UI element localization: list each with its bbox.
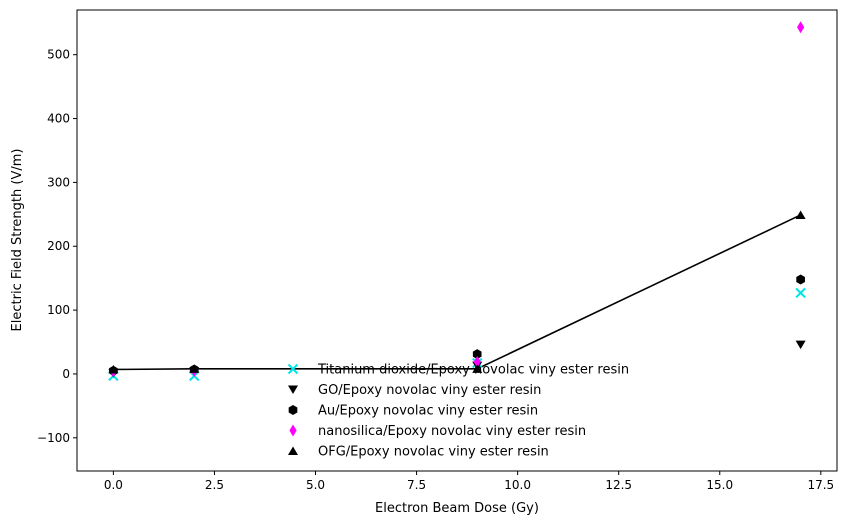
legend-marker [288, 446, 298, 455]
x-tick-label: 10.0 [504, 478, 531, 492]
x-axis-label: Electron Beam Dose (Gy) [375, 501, 539, 516]
x-tick-label: 17.5 [807, 478, 834, 492]
legend-marker [289, 424, 297, 437]
y-tick-label: 100 [47, 303, 70, 317]
data-point [472, 349, 482, 360]
legend-label: GO/Epoxy novolac viny ester resin [318, 383, 541, 398]
y-tick-label: 400 [47, 112, 70, 126]
data-point [795, 210, 806, 219]
data-point [108, 364, 119, 374]
y-axis-ticks: −100 0 100 200 300 400 500 [37, 48, 77, 445]
x-tick-label: 15.0 [706, 478, 733, 492]
data-point [473, 355, 481, 368]
data-point [795, 287, 806, 299]
series-markers [108, 21, 806, 382]
legend-label: nanosilica/Epoxy novolac viny ester resi… [318, 424, 586, 439]
x-tick-label: 5.0 [306, 478, 325, 492]
legend-marker [288, 385, 298, 394]
y-tick-label: 300 [47, 175, 70, 189]
x-tick-label: 0.0 [104, 478, 123, 492]
legend-label: OFG/Epoxy novolac viny ester resin [318, 445, 549, 460]
y-tick-label: −100 [37, 431, 70, 445]
x-tick-label: 7.5 [407, 478, 426, 492]
series-line-4 [113, 214, 801, 371]
y-tick-label: 0 [62, 367, 70, 381]
y-tick-label: 200 [47, 239, 70, 253]
legend-label: Au/Epoxy novolac viny ester resin [318, 404, 538, 419]
y-axis-label: Electric Field Strength (V/m) [10, 149, 25, 332]
x-tick-label: 12.5 [605, 478, 632, 492]
x-axis-ticks: 0.0 2.5 5.0 7.5 10.0 12.5 15.0 17.5 [104, 471, 834, 492]
legend-marker [287, 363, 299, 375]
series-lines [113, 214, 801, 371]
y-tick-label: 500 [47, 48, 70, 62]
data-point [795, 340, 806, 350]
data-point [189, 364, 200, 373]
data-point [797, 21, 805, 34]
legend-marker [288, 405, 298, 415]
legend: Titanium dioxide/Epoxy novolac viny este… [287, 363, 629, 460]
plot-area [76, 9, 838, 472]
data-point [472, 364, 483, 373]
data-point [796, 274, 805, 285]
legend-label: Titanium dioxide/Epoxy novolac viny este… [317, 363, 629, 378]
x-tick-label: 2.5 [205, 478, 224, 492]
